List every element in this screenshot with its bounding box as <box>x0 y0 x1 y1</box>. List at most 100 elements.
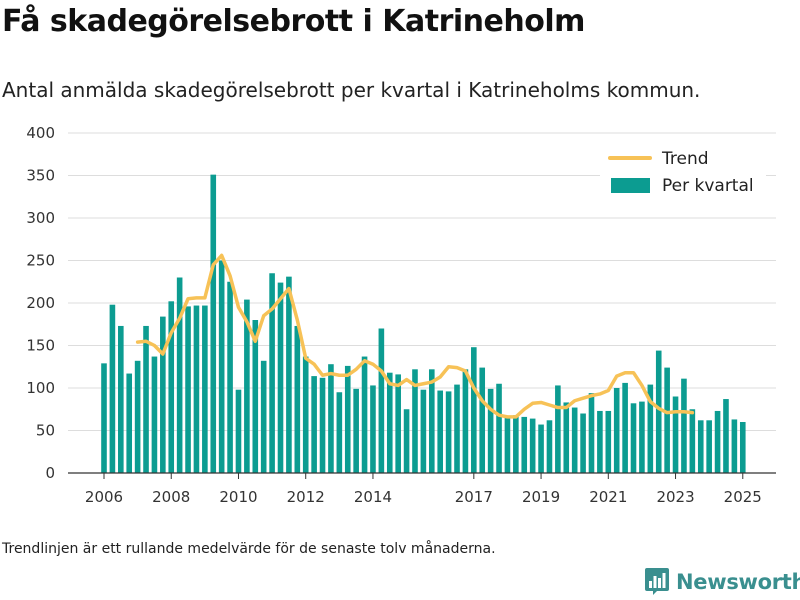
bar <box>496 383 502 473</box>
legend: Trend Per kvartal <box>600 140 766 202</box>
y-tick-label: 150 <box>26 337 55 355</box>
bar-series <box>101 174 746 473</box>
bar <box>168 301 175 473</box>
trend-series <box>135 253 695 419</box>
bar <box>101 363 107 473</box>
bar <box>513 415 519 473</box>
bar <box>319 377 326 473</box>
x-tick-label: 2017 <box>455 488 493 506</box>
bar <box>630 403 637 473</box>
x-tick-label: 2006 <box>85 488 123 506</box>
bar <box>252 320 259 473</box>
brand-name: Newsworthy <box>676 569 800 594</box>
y-tick-label: 400 <box>26 124 55 142</box>
x-tick-label: 2023 <box>656 488 694 506</box>
bar <box>126 373 133 473</box>
bar <box>277 282 284 473</box>
x-tick-label: 2008 <box>152 488 190 506</box>
bar <box>689 409 696 473</box>
chart: 0 50 100 150 200 250 300 350 400 2006 2008 2010 201… <box>26 124 776 506</box>
bar <box>235 389 242 473</box>
bar <box>647 384 654 473</box>
bar <box>580 413 586 473</box>
x-tick-label: 2012 <box>287 488 325 506</box>
bar <box>344 365 351 473</box>
x-axis-ticks: 2006 2008 2010 2012 2014 2017 2019 2021 2023 2025 <box>85 473 762 506</box>
bar <box>622 382 628 473</box>
bar <box>521 416 528 473</box>
bar <box>529 418 536 473</box>
x-tick-label: 2019 <box>522 488 560 506</box>
bar <box>378 328 385 473</box>
legend-bar-label: Per kvartal <box>662 176 754 196</box>
bar <box>714 410 721 473</box>
bar <box>588 393 595 473</box>
bar <box>302 356 309 473</box>
bar <box>395 374 401 473</box>
bar <box>613 388 620 473</box>
y-tick-label: 350 <box>26 167 55 185</box>
bar <box>454 384 460 473</box>
bar <box>706 420 712 473</box>
bar <box>109 304 116 473</box>
bar <box>639 401 645 473</box>
bar <box>504 417 511 473</box>
x-tick-label: 2025 <box>724 488 762 506</box>
y-axis-ticks: 0 50 100 150 200 250 300 350 400 <box>26 124 55 482</box>
bar <box>143 325 149 473</box>
bar-chart-logo-icon <box>645 568 669 595</box>
bar <box>681 378 687 473</box>
bar <box>151 356 158 473</box>
bar <box>605 410 612 473</box>
bar <box>176 277 183 473</box>
bar <box>739 422 746 473</box>
bar <box>210 174 217 473</box>
bar <box>134 360 141 473</box>
bar <box>571 407 578 473</box>
bar <box>597 410 603 473</box>
x-tick-label: 2010 <box>219 488 257 506</box>
bar <box>244 299 250 473</box>
bar <box>336 392 343 473</box>
bar <box>723 399 729 473</box>
bar <box>370 385 376 473</box>
bar <box>218 260 225 473</box>
bar <box>563 402 570 473</box>
bar <box>227 281 233 473</box>
bar <box>353 388 359 473</box>
bar <box>428 369 435 473</box>
bar <box>555 385 561 473</box>
bar <box>655 350 662 473</box>
bar <box>487 388 494 473</box>
chart-subtitle: Antal anmälda skadegörelsebrott per kvar… <box>2 78 701 102</box>
bar <box>672 396 679 473</box>
bar <box>437 390 443 473</box>
y-tick-label: 0 <box>45 464 55 482</box>
bar <box>202 305 208 473</box>
y-tick-label: 250 <box>26 252 55 270</box>
bar <box>185 306 191 473</box>
chart-title: Få skadegörelsebrott i Katrineholm <box>2 4 585 39</box>
x-tick-label: 2014 <box>354 488 392 506</box>
footnote: Trendlinjen är ett rullande medelvärde f… <box>2 541 496 557</box>
trend-line <box>135 253 695 419</box>
bar <box>286 276 292 473</box>
bar <box>664 367 670 473</box>
bar <box>269 273 275 473</box>
bar <box>118 325 124 473</box>
bar <box>160 316 166 473</box>
bar <box>538 424 544 473</box>
bar <box>328 364 334 473</box>
legend-trend-label: Trend <box>661 149 709 169</box>
bar <box>546 420 553 473</box>
bar <box>386 372 393 473</box>
y-tick-label: 100 <box>26 379 55 397</box>
y-tick-label: 300 <box>26 209 55 227</box>
bar <box>260 360 267 473</box>
brand[interactable]: Newsworthy <box>645 568 800 595</box>
bar <box>311 376 317 473</box>
bar <box>697 420 704 473</box>
bar <box>462 369 469 473</box>
y-tick-label: 200 <box>26 294 55 312</box>
legend-bar-swatch <box>611 178 650 193</box>
